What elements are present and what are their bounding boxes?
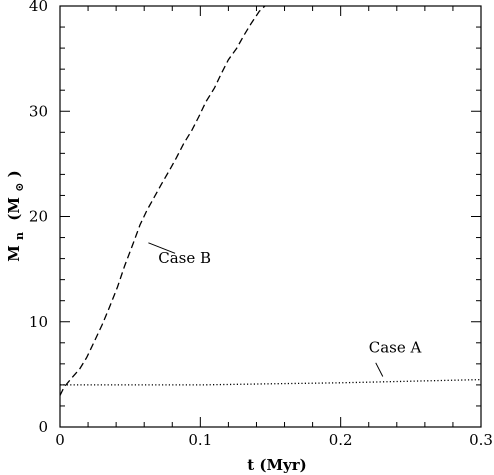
annotation-pointer-case-b [148, 242, 176, 254]
y-tick-label: 10 [29, 313, 48, 331]
plot-frame [59, 5, 482, 428]
y-axis-label-sub: n [13, 232, 26, 240]
series-line-case-b [59, 5, 266, 396]
x-tick-label: 0.1 [188, 431, 212, 449]
y-tick-label: 0 [38, 418, 48, 436]
x-tick-label: 0 [55, 431, 65, 449]
annotation-label-case-a: Case A [369, 338, 422, 356]
y-axis-label-unit: (M [5, 197, 23, 221]
ticks-layer: 0 0.1 0.2 0.3 0 10 20 30 40 [29, 0, 493, 449]
annotation-pointer-case-a [375, 362, 384, 377]
y-tick-label: 20 [29, 208, 48, 226]
y-axis-label: M n (M ⊙ ) [5, 170, 27, 262]
x-axis-label: t (Myr) [247, 456, 307, 474]
y-axis-label-unit-close: ) [5, 170, 23, 177]
series-line-case-a [60, 378, 482, 386]
y-axis-label-main: M [5, 245, 23, 262]
annotation-layer: Case B Case A [148, 242, 422, 377]
x-tick-label: 0.2 [329, 431, 353, 449]
annotation-label-case-b: Case B [158, 249, 211, 267]
y-tick-label: 40 [29, 0, 48, 15]
y-axis-label-unit-sub: ⊙ [13, 183, 26, 192]
series-layer [59, 5, 482, 396]
y-tick-label: 30 [29, 102, 48, 120]
x-tick-label: 0.3 [469, 431, 493, 449]
